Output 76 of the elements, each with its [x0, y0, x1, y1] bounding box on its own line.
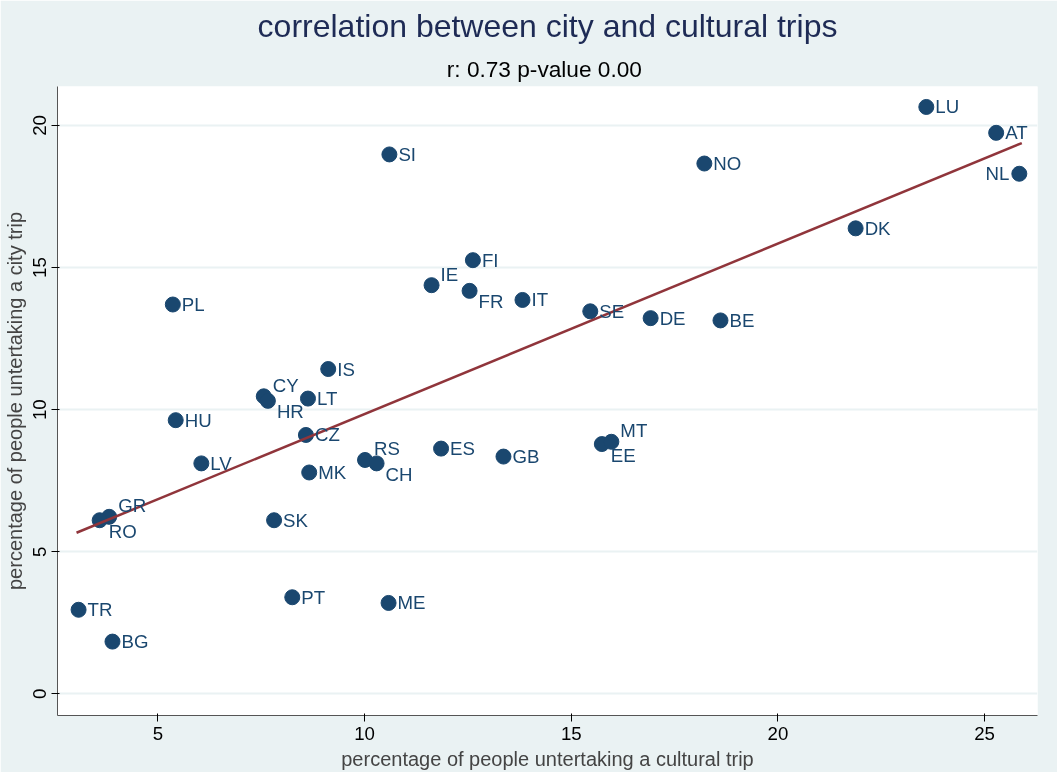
x-tick-label: 15 [560, 722, 582, 744]
annotation: BG [121, 631, 149, 653]
point [582, 303, 599, 320]
annotation: AT [1005, 122, 1028, 144]
x-tick-label: 20 [767, 722, 789, 744]
annotation: LV [210, 452, 233, 474]
annotation: EE [610, 444, 636, 466]
point [193, 455, 210, 472]
point [301, 464, 318, 481]
annotation: ME [397, 592, 426, 614]
annotation: PT [301, 586, 326, 608]
point [642, 310, 659, 327]
annotation: DK [864, 217, 892, 239]
point [495, 448, 512, 465]
point [433, 440, 450, 457]
point [167, 412, 184, 429]
annotation: ES [450, 438, 475, 460]
annotation: BE [729, 309, 755, 331]
annotation: GB [512, 446, 540, 468]
y-tick-label: 0 [29, 688, 51, 700]
annotation: LU [935, 96, 960, 118]
point [918, 98, 935, 115]
point [712, 312, 729, 329]
annotation: MT [620, 420, 648, 442]
y-axis-title: percentage of people untertaking a city trip [3, 211, 26, 591]
annotation: CY [272, 374, 300, 396]
annotation: PL [181, 294, 205, 315]
annotation: CZ [314, 424, 340, 446]
annotation: MK [318, 461, 347, 483]
point [461, 282, 478, 299]
annotation: NO [713, 153, 742, 175]
x-tick-label: 5 [152, 722, 164, 744]
point [847, 220, 864, 237]
annotation: IE [440, 263, 459, 285]
annotation: FR [478, 291, 504, 313]
point [299, 390, 316, 407]
chart-title: correlation between city and cultural trips [257, 7, 838, 44]
annotation: SK [283, 509, 309, 531]
x-tick-label: 10 [354, 722, 375, 744]
point [603, 433, 620, 450]
x-axis-title: percentage of people untertaking a cultural trip [341, 747, 754, 770]
annotation: LT [316, 388, 338, 410]
point [380, 594, 397, 611]
point [368, 455, 385, 472]
annotation: IT [531, 289, 549, 311]
annotation: FI [481, 249, 499, 271]
chart-subtitle: r: 0.73 p-value 0.00 [446, 55, 642, 82]
point [381, 146, 398, 163]
point [320, 361, 337, 378]
x-tick-label: 25 [974, 722, 995, 744]
point [266, 512, 283, 529]
y-tick-label: 15 [29, 257, 51, 278]
point [464, 252, 481, 269]
annotation: RO [108, 520, 137, 542]
annotation: TR [87, 599, 113, 621]
point [423, 277, 440, 294]
annotation: DE [659, 307, 686, 329]
annotation: HR [276, 401, 304, 423]
point [988, 124, 1005, 141]
y-tick-label: 5 [29, 546, 51, 557]
point [70, 601, 87, 618]
y-tick-label: 20 [29, 115, 51, 136]
point [104, 633, 121, 650]
annotation: CH [385, 463, 413, 485]
annotation: NL [985, 163, 1010, 185]
annotation: SI [398, 143, 417, 165]
y-tick-label: 10 [29, 399, 51, 421]
point [284, 589, 301, 606]
point [1011, 165, 1028, 182]
point [259, 392, 276, 409]
annotation: RS [374, 438, 400, 460]
point [164, 296, 181, 313]
point [696, 155, 713, 172]
point [514, 291, 531, 308]
annotation: HU [184, 409, 212, 431]
annotation: IS [337, 358, 355, 380]
